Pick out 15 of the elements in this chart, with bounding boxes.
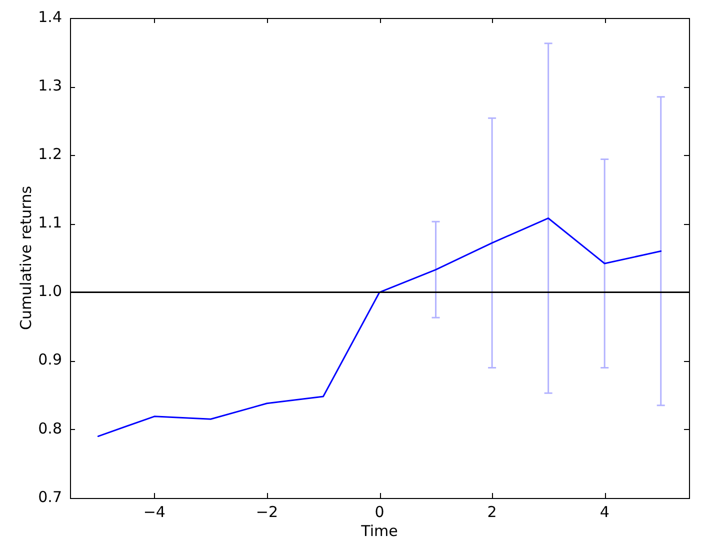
x-tick-label: 0 [374,502,384,521]
y-tick-label: 1.2 [38,145,62,164]
y-axis-title: Cumulative returns [16,186,35,330]
y-tick-label: 1.1 [38,214,62,232]
y-tick-label: 1.3 [38,76,62,94]
x-tick-label: −2 [256,502,278,521]
y-tick-label: 1.4 [38,8,62,26]
y-tick-label: 0.8 [38,419,62,438]
x-tick-label: 2 [487,502,497,521]
x-axis-title: Time [360,522,398,540]
y-tick-label: 0.7 [38,488,62,506]
x-tick-label: −4 [143,502,166,521]
y-tick-label: 0.9 [38,350,62,369]
x-tick-label: 4 [600,502,610,521]
y-tick-label: 1.0 [38,282,62,300]
